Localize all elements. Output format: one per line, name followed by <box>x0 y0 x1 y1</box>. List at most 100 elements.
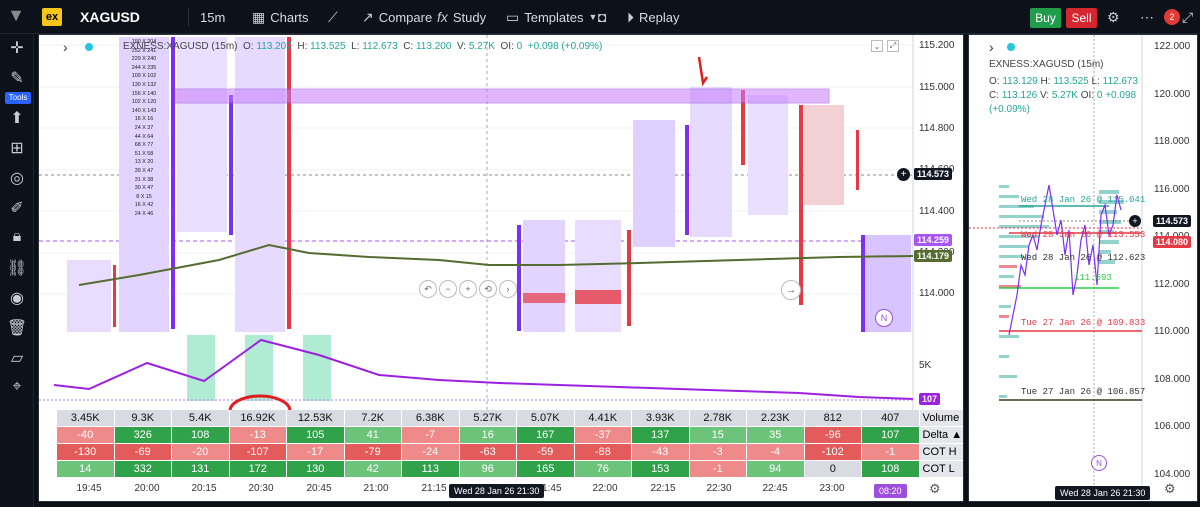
collapse-legend-icon[interactable]: › <box>63 39 68 55</box>
lock-icon[interactable]: 🔒︎ <box>12 228 22 245</box>
table-row-label[interactable]: Volume <box>919 410 963 427</box>
table-cell-cot-h: -63 <box>459 444 517 461</box>
news-marker-icon[interactable]: N <box>1091 455 1107 471</box>
sell-button[interactable]: Sell <box>1066 8 1097 28</box>
fp-row: 31 X 38 <box>134 176 154 183</box>
oi-value: 0 <box>1096 90 1103 101</box>
time-tick: 22:45 <box>762 483 788 494</box>
table-cell-cot-l: 94 <box>747 461 805 478</box>
trash-icon[interactable]: 🗑︎ <box>6 320 28 337</box>
main-chart-pane[interactable]: 190 X 204 252 X 241 229 X 240 244 X 235 … <box>38 34 964 502</box>
oi-label: OI: <box>500 41 514 52</box>
arrow-up-icon[interactable]: ⬆ <box>10 110 24 127</box>
fp-row: 24 X 37 <box>134 124 154 131</box>
templates-button[interactable]: ▭ Templates ▼ <box>506 6 597 28</box>
open-value: 113.129 <box>1002 76 1038 87</box>
change-pct-value: (+0.09%) <box>989 104 1030 115</box>
maximize-pane-icon[interactable]: ⤢ <box>887 40 899 52</box>
table-cell-cot-h: -3 <box>689 444 747 461</box>
brush-icon[interactable]: ✐ <box>10 200 24 217</box>
price-tick: 116.000 <box>1154 183 1190 195</box>
purple-price-tag: 114.259 <box>914 234 953 246</box>
replay-button[interactable]: ⏵ Replay <box>627 6 679 28</box>
side-chart-pane[interactable]: › EXNESS:XAGUSD (15m) O: 113.129 H: 113.… <box>968 34 1198 502</box>
vwap-price-tag: 114.179 <box>914 250 953 262</box>
side-chart-svg <box>969 35 1143 501</box>
add-alert-icon[interactable]: + <box>1129 215 1141 227</box>
mouse-icon[interactable]: ◎ <box>10 170 24 187</box>
go-to-realtime-icon[interactable]: → <box>781 280 801 300</box>
trend-icon: ↗ <box>362 8 374 25</box>
study-button[interactable]: fx Study <box>437 6 486 28</box>
cursor-icon[interactable]: ⌖ <box>12 378 22 395</box>
charts-button[interactable]: ▦ Charts <box>252 6 309 28</box>
camera-button[interactable]: ◘ <box>598 6 606 28</box>
time-tick: 21:15 <box>421 483 447 494</box>
c-label: C: <box>403 41 414 52</box>
table-cell-cot-l: 14 <box>57 461 115 478</box>
table-cell-delta: 108 <box>172 427 230 444</box>
table-row-label[interactable]: Delta ▲ <box>919 427 963 444</box>
ruler-icon[interactable]: ▱ <box>10 350 24 367</box>
undo-icon[interactable]: ↶ <box>419 280 437 298</box>
layout-icon[interactable]: ⊞ <box>10 140 24 157</box>
table-cell-volume: 5.07K <box>517 410 575 427</box>
eye-icon[interactable]: ◉ <box>10 290 24 307</box>
replay-label: Replay <box>639 9 680 25</box>
legend-dropdown-icon[interactable]: ⌄ <box>871 40 883 52</box>
zoom-in-icon[interactable]: + <box>459 280 477 298</box>
crosshair-icon[interactable]: ✛ <box>10 40 24 57</box>
interval-select[interactable]: 15m <box>200 9 226 25</box>
side-legend-ohlc: O: 113.129 H: 113.525 L: 112.673 C: 113.… <box>989 75 1144 117</box>
fullscreen-button[interactable]: ⤢ <box>1182 6 1193 28</box>
zoom-out-icon[interactable]: − <box>439 280 457 298</box>
collapse-legend-icon[interactable]: › <box>989 39 994 55</box>
compare-button[interactable]: ↗ Compare <box>362 6 432 28</box>
table-cell-volume: 407 <box>862 410 920 427</box>
templates-label: Templates <box>524 9 584 25</box>
table-row-label[interactable]: COT H <box>919 444 963 461</box>
footprint-columns <box>67 37 911 332</box>
add-alert-icon[interactable]: + <box>897 168 910 181</box>
time-tick: 20:30 <box>248 483 274 494</box>
tools-badge: Tools <box>5 92 31 104</box>
table-cell-delta: 35 <box>747 427 805 444</box>
change-value: +0.098 <box>1105 90 1137 101</box>
table-cell-volume: 812 <box>804 410 862 427</box>
news-marker-icon[interactable]: N <box>875 309 893 327</box>
link-icon[interactable]: ⛓ <box>6 260 28 277</box>
pencil-icon[interactable]: ✎ <box>10 70 24 87</box>
l-label: L: <box>351 41 360 52</box>
side-legend-name: EXNESS:XAGUSD (15m) <box>989 59 1104 70</box>
low-value: 112.673 <box>1102 76 1139 87</box>
table-cell-cot-l: 42 <box>344 461 402 478</box>
scroll-right-icon[interactable]: › <box>499 280 517 298</box>
fp-row: 39 X 47 <box>134 167 154 174</box>
change-value: +0.098 <box>527 41 559 52</box>
table-cell-cot-l: 113 <box>402 461 460 478</box>
chart-settings-icon[interactable]: ⚙ <box>929 481 941 496</box>
fp-row: 16 X 16 <box>134 116 154 123</box>
crosshair-price-tag: 114.573 <box>1153 215 1192 227</box>
fp-row: 156 X 140 <box>131 90 157 97</box>
table-cell-cot-h: -69 <box>114 444 172 461</box>
symbol-search[interactable]: XAGUSD <box>80 9 140 25</box>
notification-badge[interactable]: 2 <box>1164 9 1180 25</box>
buy-button[interactable]: Buy <box>1030 8 1061 28</box>
price-tick: 122.000 <box>1154 41 1191 52</box>
table-cell-cot-l: 131 <box>172 461 230 478</box>
indicators-button[interactable]: ⟋ <box>328 6 338 28</box>
side-settings-icon[interactable]: ⚙ <box>1164 481 1176 496</box>
highlight-band <box>174 88 830 104</box>
more-button[interactable]: ⋯ <box>1140 6 1154 28</box>
settings-button[interactable]: ⚙ <box>1107 6 1120 28</box>
table-row-label[interactable]: COT L <box>919 461 963 478</box>
change-pct-value: (+0.09%) <box>561 41 603 52</box>
annotation-label: Wed 28 Jan 26 @ 112.623 <box>1021 253 1146 263</box>
reset-icon[interactable]: ⟲ <box>479 280 497 298</box>
table-cell-delta: 167 <box>517 427 575 444</box>
status-dot <box>1007 43 1015 51</box>
table-cell-delta: -13 <box>229 427 287 444</box>
price-tick: 114.000 <box>919 288 955 299</box>
fp-row: 252 X 241 <box>131 47 157 54</box>
